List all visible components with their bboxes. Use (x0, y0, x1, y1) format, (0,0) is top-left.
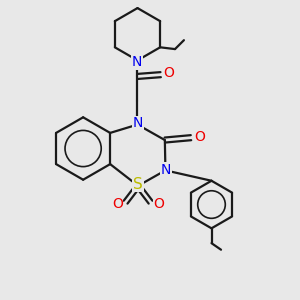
Text: N: N (133, 116, 143, 130)
Text: N: N (132, 55, 142, 69)
Text: O: O (194, 130, 205, 144)
Text: S: S (133, 176, 143, 191)
Text: N: N (161, 163, 171, 177)
Text: O: O (163, 66, 174, 80)
Text: O: O (154, 196, 164, 211)
Text: O: O (112, 196, 123, 211)
